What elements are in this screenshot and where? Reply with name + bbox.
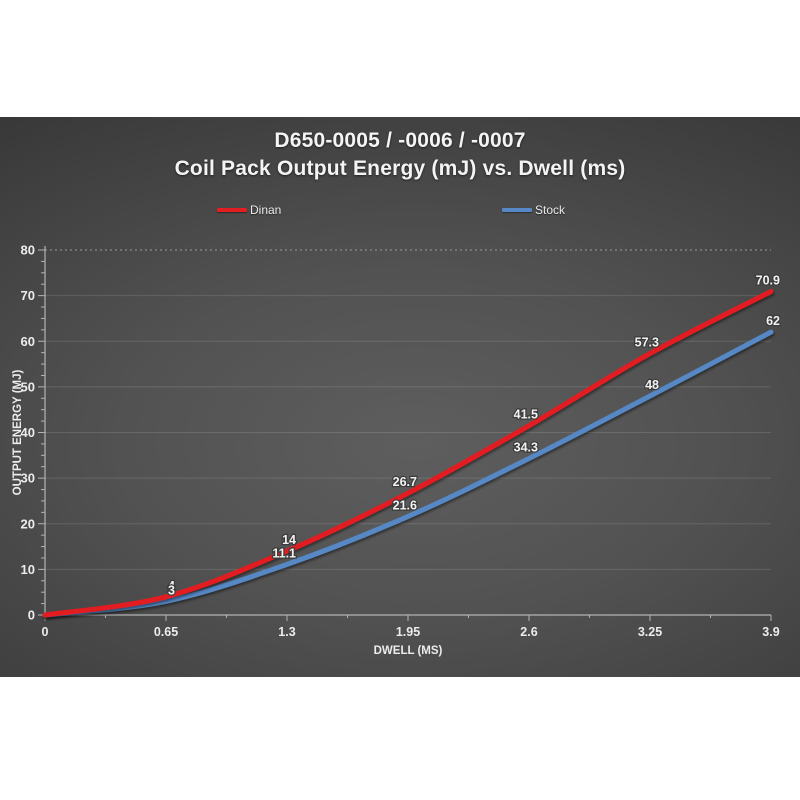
x-tick-label: 1.3	[278, 625, 295, 639]
data-label-dinan: 57.3	[635, 336, 659, 350]
y-tick-label: 20	[21, 516, 35, 531]
data-label-dinan: 26.7	[393, 475, 417, 489]
chart-title: D650-0005 / -0006 / -0007 Coil Pack Outp…	[0, 127, 800, 183]
data-label-stock: 34.3	[514, 441, 538, 455]
chart-panel: D650-0005 / -0006 / -0007 Coil Pack Outp…	[0, 117, 800, 677]
x-axis-title: DWELL (MS)	[374, 645, 443, 657]
data-label-stock: 62	[766, 314, 780, 328]
x-tick-label: 1.95	[396, 625, 420, 639]
y-tick-label: 60	[21, 334, 35, 349]
data-label-dinan: 4	[168, 579, 175, 593]
data-label-stock: 3	[168, 583, 175, 597]
data-label-dinan: 70.9	[756, 274, 780, 288]
legend-label-stock: Stock	[535, 203, 566, 217]
y-tick-label: 70	[21, 288, 35, 303]
legend-entry-stock: Stock	[502, 203, 565, 217]
stock-line-swatch-icon	[502, 208, 532, 212]
data-label-stock: 21.6	[393, 498, 417, 512]
y-tick-label: 50	[21, 379, 35, 394]
y-tick-label: 80	[21, 243, 35, 258]
legend-label-dinan: Dinan	[250, 203, 282, 217]
x-tick-label: 0	[42, 625, 49, 639]
data-label-dinan: 14	[282, 533, 296, 547]
y-tick-label: 10	[21, 562, 35, 577]
chart-title-line1: D650-0005 / -0006 / -0007	[274, 129, 526, 152]
x-tick-label: 0.65	[154, 625, 178, 639]
chart-title-line2: Coil Pack Output Energy (mJ) vs. Dwell (…	[174, 157, 626, 180]
data-label-dinan: 41.5	[514, 408, 538, 422]
y-tick-label: 30	[21, 471, 35, 486]
chart-svg: 0 10 20 30 40 50 60 70 80 0 0.65 1.3 1.95 2.6 3.25 3.9 D…	[12, 243, 781, 658]
data-label-stock: 11.1	[272, 546, 296, 560]
legend: Dinan Stock	[0, 203, 800, 219]
dinan-line-swatch-icon	[217, 208, 247, 212]
series-line-dinan	[42, 289, 774, 618]
x-tick-label: 2.6	[520, 625, 537, 639]
y-tick-label: 40	[21, 425, 35, 440]
y-axis-title: OUTPUT ENERGY (MJ)	[12, 370, 24, 496]
legend-entry-dinan: Dinan	[217, 203, 281, 217]
series-line-stock	[42, 329, 774, 618]
x-tick-label: 3.25	[638, 625, 662, 639]
x-tick-label: 3.9	[762, 625, 779, 639]
y-tick-label: 0	[28, 608, 35, 623]
data-label-stock: 48	[645, 378, 659, 392]
